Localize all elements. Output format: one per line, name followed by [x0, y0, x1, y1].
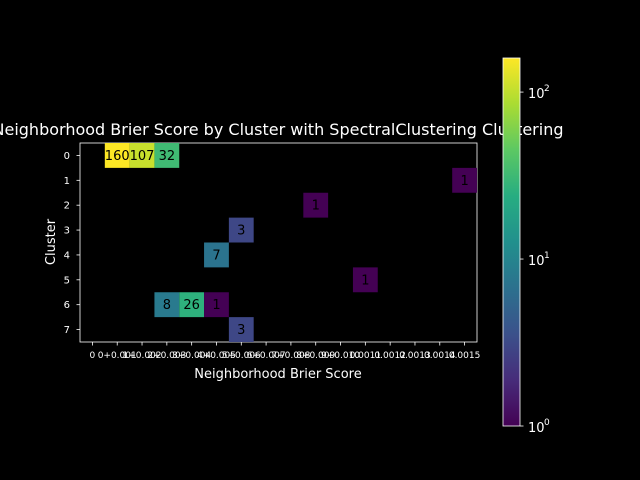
heatmap-cell	[303, 192, 329, 218]
cell-value-label: 3	[237, 224, 245, 239]
x-tick-label: 3+0.004	[172, 351, 211, 361]
y-tick-label: 3	[64, 226, 70, 237]
cell-value-label: 1	[312, 199, 320, 214]
colorbar-tick-exponent: 0	[544, 418, 550, 428]
y-tick-label: 5	[64, 275, 70, 286]
y-tick-label: 7	[64, 325, 70, 336]
cell-value-label: 160	[105, 149, 130, 164]
cell-value-label: 1	[361, 273, 369, 288]
colorbar-tick-label: 10	[528, 254, 545, 269]
heatmap-cell	[154, 292, 180, 318]
x-tick-label: 1+0.002	[123, 351, 162, 361]
cell-value-label: 8	[163, 298, 171, 313]
heatmap-cell	[228, 317, 254, 342]
cell-value-label: 26	[183, 298, 200, 313]
y-tick-label: 1	[64, 176, 70, 187]
heatmap-cell	[179, 292, 205, 318]
x-tick-label: 8+0.009	[296, 351, 335, 361]
y-tick-label: 2	[64, 201, 70, 212]
x-tick-label: 5+0.006	[222, 351, 261, 361]
heatmap-cell	[129, 143, 155, 168]
x-tick-label: 7+0.008	[271, 351, 310, 361]
colorbar-tick-label: 10	[528, 87, 545, 102]
x-tick-label: 4+0.005	[197, 351, 236, 361]
x-tick-label: 0.0015	[449, 351, 481, 361]
cell-value-label: 1	[460, 174, 468, 189]
colorbar-tick-exponent: 1	[544, 251, 550, 261]
heatmap-cell	[204, 292, 229, 318]
x-tick-label: 0+0.001	[98, 351, 137, 361]
x-tick-label: 6+0.007	[247, 351, 286, 361]
x-tick-label: 0.0011	[350, 351, 382, 361]
x-axis-label: Neighborhood Brier Score	[194, 367, 361, 382]
x-tick-label: 9+0.010	[321, 351, 360, 361]
colorbar-tick-label: 10	[528, 421, 545, 436]
cell-value-label: 7	[212, 248, 220, 263]
x-tick-label: 0	[90, 351, 96, 361]
x-tick-label: 2+0.003	[147, 351, 186, 361]
y-axis-ticks: 0 1 2 3 4 5 6 7	[64, 151, 80, 336]
x-axis-ticks: 0 0+0.0011+0.0022+0.0033+0.0044+0.0055+0.…	[90, 342, 481, 361]
heatmap-cell	[204, 242, 229, 268]
y-tick-label: 4	[64, 250, 70, 261]
heatmap-cell	[352, 267, 378, 293]
heatmap-cell	[228, 217, 254, 243]
x-tick-label: 0.0014	[424, 351, 456, 361]
plot-area	[79, 142, 478, 343]
heatmap-cell	[104, 143, 130, 168]
colorbar-tick-exponent: 2	[544, 84, 550, 94]
y-axis-label: Cluster	[44, 218, 59, 265]
cell-value-label: 32	[159, 149, 176, 164]
cell-value-label: 3	[237, 323, 245, 338]
y-tick-label: 6	[64, 300, 70, 311]
heatmap-cell	[452, 167, 477, 193]
heatmap-cell	[154, 143, 180, 168]
cell-value-label: 107	[130, 149, 155, 164]
chart-title: Neighborhood Brier Score by Cluster with…	[0, 120, 563, 139]
cell-value-label: 1	[212, 298, 220, 313]
y-tick-label: 0	[64, 151, 70, 162]
x-tick-label: 0.0012	[374, 351, 406, 361]
colorbar	[502, 57, 521, 427]
x-tick-label: 0.0013	[399, 351, 431, 361]
